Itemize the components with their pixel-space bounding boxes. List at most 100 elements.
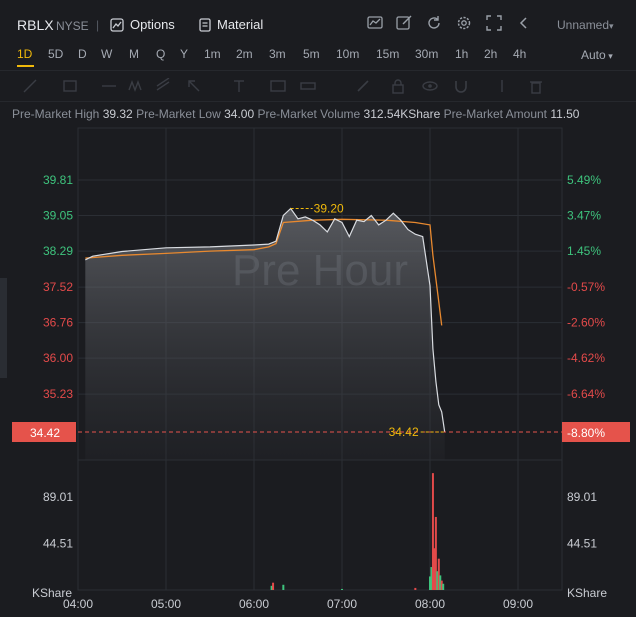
current-price-label: 34.42	[30, 426, 60, 440]
volume-tick-label-right: 89.01	[567, 490, 597, 504]
interval-Y[interactable]: Y	[180, 47, 189, 61]
image-icon[interactable]	[270, 78, 286, 94]
options-label: Options	[130, 17, 175, 32]
options-button[interactable]: Options	[110, 17, 175, 32]
pin-icon[interactable]	[494, 78, 510, 94]
active-interval-underline	[17, 65, 34, 67]
volume-bar	[431, 473, 434, 590]
high-value: 39.32	[102, 107, 133, 121]
interval-1m[interactable]: 1m	[204, 47, 221, 61]
pre-market-stats: Pre-Market High 39.32 Pre-Market Low 34.…	[12, 107, 579, 121]
x-tick-label: 08:00	[415, 597, 445, 611]
volume-tick-label: 44.51	[43, 537, 73, 551]
x-tick-label: 07:00	[327, 597, 357, 611]
interval-4h[interactable]: 4h	[513, 47, 527, 61]
price-area	[85, 208, 445, 460]
volume-bar	[414, 587, 417, 590]
refresh-icon[interactable]	[425, 14, 443, 32]
draw-icon[interactable]	[395, 14, 413, 32]
chevron-down-icon: ▾	[609, 21, 614, 31]
brush-icon[interactable]	[355, 78, 371, 94]
volume-bar	[442, 583, 445, 590]
panel-collapse-handle[interactable]	[0, 278, 7, 378]
horizontal-line-icon[interactable]	[101, 78, 117, 94]
interval-5m[interactable]: 5m	[303, 47, 320, 61]
chart-type-icon[interactable]	[366, 14, 384, 32]
percent-tick-label: -2.60%	[567, 316, 605, 330]
scale-mode-label: Auto	[581, 48, 606, 62]
chevron-left-icon[interactable]	[515, 14, 533, 32]
volume-bar	[436, 571, 439, 590]
volume-bar	[272, 582, 275, 590]
volume-bar	[282, 584, 285, 590]
x-tick-label: 04:00	[63, 597, 93, 611]
interval-D[interactable]: D	[78, 47, 87, 61]
text-tool-icon[interactable]	[231, 78, 247, 94]
document-icon	[199, 17, 211, 32]
lock-icon[interactable]	[390, 78, 406, 94]
percent-tick-label: 3.47%	[567, 209, 601, 223]
preset-label: Unnamed	[557, 18, 610, 32]
divider: |	[96, 18, 100, 32]
magnet-icon[interactable]	[453, 78, 469, 94]
volume-bar	[440, 580, 443, 590]
interval-1D[interactable]: 1D	[17, 47, 33, 61]
amount-value: 11.50	[550, 107, 580, 121]
price-tick-label: 39.81	[43, 173, 73, 187]
layout-preset-dropdown[interactable]: Unnamed▾	[557, 18, 614, 32]
volume-bar	[270, 585, 273, 590]
interval-15m[interactable]: 15m	[376, 47, 400, 61]
interval-M[interactable]: M	[129, 47, 139, 61]
wave-icon[interactable]	[128, 78, 144, 94]
channel-icon[interactable]	[155, 78, 171, 94]
volume-bar	[434, 516, 437, 590]
interval-1h[interactable]: 1h	[455, 47, 469, 61]
price-tick-label: 35.23	[43, 387, 73, 401]
high-label: Pre-Market High	[12, 107, 100, 121]
price-tick-label: 39.05	[43, 209, 73, 223]
volume-bar	[433, 548, 436, 590]
interval-30m[interactable]: 30m	[415, 47, 439, 61]
ruler-icon[interactable]	[300, 78, 316, 94]
amount-label: Pre-Market Amount	[443, 107, 547, 121]
volume-value: 312.54KShare	[363, 107, 441, 121]
x-tick-label: 09:00	[503, 597, 533, 611]
volume-tick-label: 89.01	[43, 490, 73, 504]
high-marker-label: 39.20	[314, 202, 344, 216]
settings-icon[interactable]	[455, 14, 473, 32]
exchange-label: NYSE	[56, 19, 89, 33]
volume-unit-label-right: KShare	[567, 586, 607, 600]
material-label: Material	[217, 17, 264, 32]
options-icon	[110, 17, 124, 32]
interval-2m[interactable]: 2m	[236, 47, 253, 61]
price-line	[85, 207, 446, 433]
interval-10m[interactable]: 10m	[336, 47, 360, 61]
rectangle-icon[interactable]	[62, 78, 78, 94]
fullscreen-icon[interactable]	[485, 14, 503, 32]
percent-tick-label: 1.45%	[567, 244, 601, 258]
percent-tick-label: -0.57%	[567, 280, 605, 294]
x-tick-label: 05:00	[151, 597, 181, 611]
material-button[interactable]: Material	[199, 17, 263, 32]
current-price-tag	[12, 422, 76, 442]
average-price-line	[85, 218, 443, 326]
interval-W[interactable]: W	[101, 47, 113, 61]
current-percent-label: -8.80%	[567, 426, 605, 440]
trash-icon[interactable]	[528, 78, 544, 94]
interval-2h[interactable]: 2h	[484, 47, 498, 61]
percent-tick-label: -4.62%	[567, 351, 605, 365]
low-marker-label: 34.42	[389, 425, 419, 439]
volume-bar	[430, 567, 433, 590]
interval-Q[interactable]: Q	[156, 47, 166, 61]
interval-5D[interactable]: 5D	[48, 47, 64, 61]
scale-mode-dropdown[interactable]: Auto ▾	[581, 48, 613, 62]
symbol-label[interactable]: RBLX	[17, 17, 54, 33]
arrow-icon[interactable]	[186, 78, 202, 94]
volume-unit-label: KShare	[32, 586, 72, 600]
percent-tick-label: -6.64%	[567, 387, 605, 401]
interval-3m[interactable]: 3m	[269, 47, 286, 61]
trend-line-icon[interactable]	[22, 78, 38, 94]
eye-icon[interactable]	[422, 78, 438, 94]
volume-bar	[429, 576, 431, 590]
